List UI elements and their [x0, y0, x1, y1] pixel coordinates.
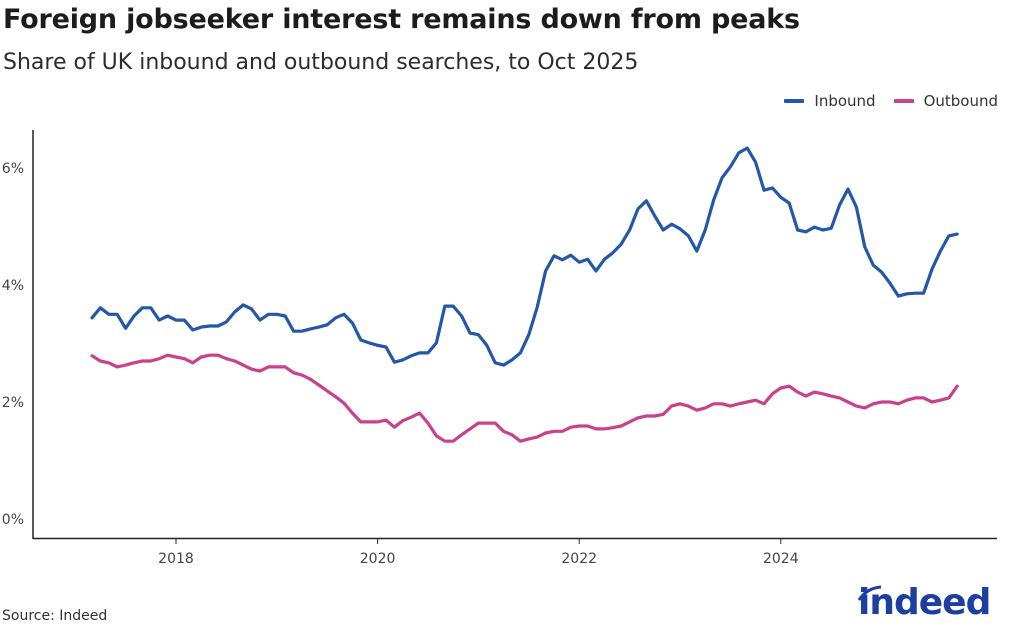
chart-title: Foreign jobseeker interest remains down … — [3, 4, 800, 35]
y-tick-label: 6% — [2, 161, 24, 177]
legend-label-inbound: Inbound — [814, 92, 876, 110]
legend: Inbound Outbound — [784, 92, 998, 110]
series-line-inbound — [90, 146, 959, 367]
x-tick-label: 2022 — [561, 551, 597, 567]
indeed-logo: indeed — [858, 582, 991, 623]
x-tick-label: 2024 — [763, 551, 799, 567]
chart-subtitle: Share of UK inbound and outbound searche… — [3, 50, 639, 75]
x-tick-label: 2020 — [360, 551, 396, 567]
x-tick-label: 2018 — [158, 551, 194, 567]
legend-swatch-inbound — [784, 99, 805, 103]
source-note: Source: Indeed — [2, 608, 108, 624]
legend-item-outbound: Outbound — [893, 92, 998, 110]
y-tick-label: 0% — [2, 512, 24, 528]
legend-label-outbound: Outbound — [923, 92, 998, 110]
y-tick-label: 4% — [2, 278, 24, 294]
y-tick-label: 2% — [2, 395, 24, 411]
legend-swatch-outbound — [893, 99, 914, 103]
series-line-outbound — [90, 353, 959, 443]
legend-item-inbound: Inbound — [784, 92, 876, 110]
indeed-logo-arc — [857, 585, 882, 601]
